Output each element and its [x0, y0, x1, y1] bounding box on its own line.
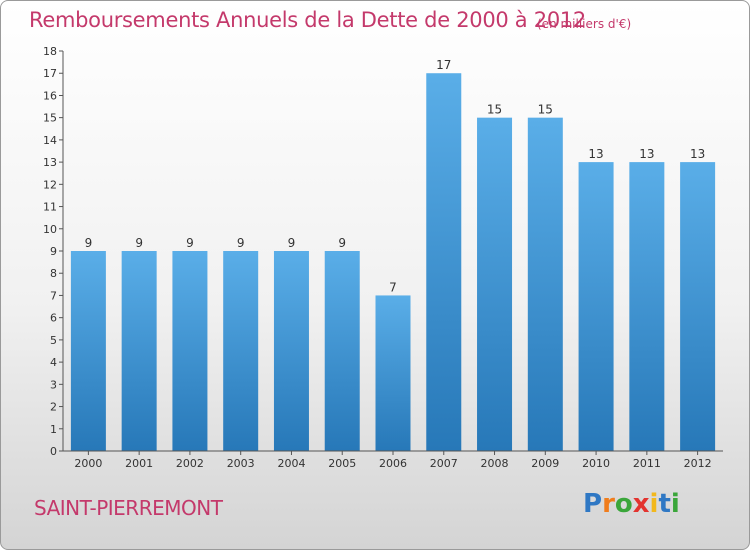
bar-2008 — [477, 117, 513, 452]
x-tick-label-2007: 2007 — [430, 457, 458, 470]
bar-2009 — [527, 117, 563, 452]
bar-2006 — [375, 295, 411, 451]
bar-2007 — [426, 73, 462, 451]
data-label-2008: 15 — [487, 103, 502, 117]
bar-2010 — [578, 162, 614, 451]
logo-letter: t — [658, 489, 671, 519]
data-label-2005: 9 — [338, 236, 346, 250]
data-label-2009: 15 — [538, 103, 553, 117]
logo-letter: r — [602, 489, 615, 519]
data-label-2002: 9 — [186, 236, 194, 250]
unit-note: (en milliers d'€) — [537, 17, 632, 31]
bar-2003 — [223, 251, 259, 451]
x-tick-label-2009: 2009 — [531, 457, 559, 470]
y-tick-label: 5 — [50, 334, 57, 347]
y-tick-label: 18 — [43, 45, 57, 58]
bar-2004 — [273, 251, 309, 451]
x-tick-label-2012: 2012 — [684, 457, 712, 470]
y-tick-label: 0 — [50, 445, 57, 458]
y-tick-label: 15 — [43, 112, 57, 125]
bar-2002 — [172, 251, 208, 451]
chart-title: Remboursements Annuels de la Dette de 20… — [29, 8, 586, 32]
y-tick-label: 11 — [43, 201, 57, 214]
y-tick-label: 8 — [50, 267, 57, 280]
data-label-2000: 9 — [85, 236, 93, 250]
logo-letter: o — [614, 489, 633, 519]
y-tick-label: 4 — [50, 356, 57, 369]
y-tick-label: 14 — [43, 134, 57, 147]
commune-name: SAINT-PIERREMONT — [34, 496, 223, 520]
x-tick-label-2005: 2005 — [328, 457, 356, 470]
data-label-2011: 13 — [639, 147, 654, 161]
x-tick-label-2008: 2008 — [481, 457, 509, 470]
x-tick-label-2000: 2000 — [74, 457, 102, 470]
logo-letter: x — [632, 489, 650, 519]
x-tick-label-2006: 2006 — [379, 457, 407, 470]
y-tick-label: 10 — [43, 223, 57, 236]
x-tick-label-2001: 2001 — [125, 457, 153, 470]
x-tick-label-2002: 2002 — [176, 457, 204, 470]
y-tick-label: 13 — [43, 156, 57, 169]
y-tick-label: 17 — [43, 67, 57, 80]
bar-2012 — [680, 162, 716, 451]
bar-2011 — [629, 162, 665, 451]
data-label-2010: 13 — [588, 147, 603, 161]
y-tick-label: 12 — [43, 178, 57, 191]
y-tick-label: 9 — [50, 245, 57, 258]
y-tick-label: 7 — [50, 289, 57, 302]
bar-2000 — [70, 251, 106, 451]
bar-2005 — [324, 251, 360, 451]
y-tick-label: 3 — [50, 378, 57, 391]
y-tick-label: 2 — [50, 401, 57, 414]
data-label-2006: 7 — [389, 280, 397, 294]
logo-letter: i — [670, 489, 680, 519]
x-tick-label-2004: 2004 — [277, 457, 305, 470]
proxiti-logo: Proxiti — [583, 489, 680, 519]
logo-letter: P — [583, 489, 603, 519]
x-tick-label-2010: 2010 — [582, 457, 610, 470]
data-label-2004: 9 — [288, 236, 296, 250]
logo-letter: i — [649, 489, 659, 519]
x-tick-label-2011: 2011 — [633, 457, 661, 470]
y-tick-label: 6 — [50, 312, 57, 325]
data-label-2007: 17 — [436, 58, 451, 72]
data-label-2001: 9 — [135, 236, 143, 250]
data-label-2012: 13 — [690, 147, 705, 161]
y-tick-label: 16 — [43, 89, 57, 102]
x-tick-label-2003: 2003 — [227, 457, 255, 470]
data-label-2003: 9 — [237, 236, 245, 250]
bar-2001 — [121, 251, 157, 451]
y-tick-label: 1 — [50, 423, 57, 436]
